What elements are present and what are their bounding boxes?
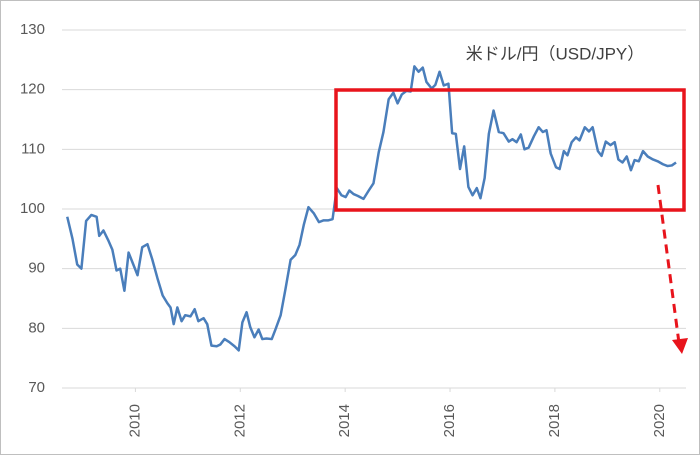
x-tick-label: 2014	[336, 404, 353, 437]
y-tick-label: 80	[28, 319, 45, 336]
x-tick-label: 2018	[546, 404, 563, 437]
y-tick-label: 100	[20, 200, 45, 217]
chart-title: 米ドル/円（USD/JPY）	[466, 44, 645, 63]
highlight-box	[334, 88, 686, 212]
x-tick-label: 2016	[441, 404, 458, 437]
y-tick-label: 70	[28, 379, 45, 396]
x-tick-label: 2020	[651, 404, 668, 437]
y-tick-label: 130	[20, 21, 45, 38]
trend-arrow	[656, 184, 681, 344]
x-tick-label: 2010	[126, 404, 143, 437]
y-tick-label: 90	[28, 260, 45, 277]
x-tick-label: 2012	[231, 404, 248, 437]
trend-arrow-head	[672, 338, 688, 354]
price-line	[66, 65, 677, 352]
y-tick-label: 120	[20, 81, 45, 98]
y-tick-label: 110	[21, 140, 45, 157]
